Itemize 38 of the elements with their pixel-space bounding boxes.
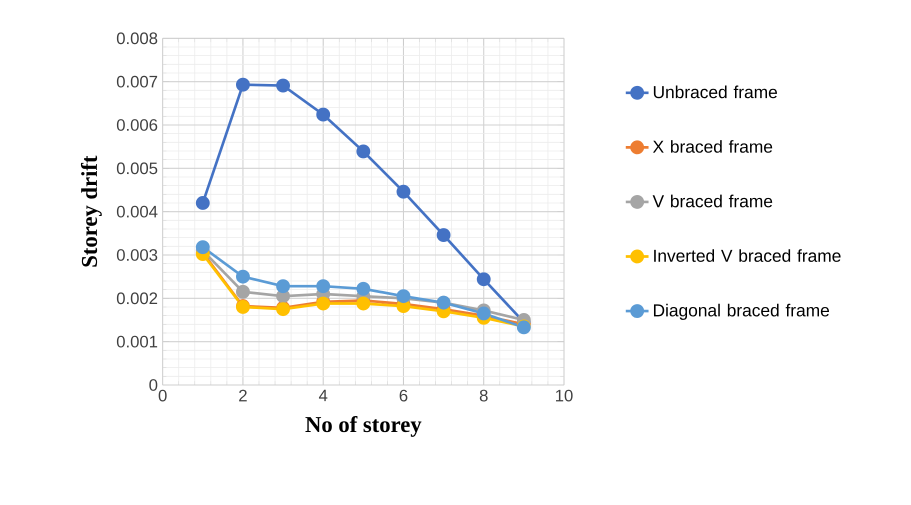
y-tick-label: 0 [149, 379, 158, 391]
y-tick-label: 0.005 [116, 162, 158, 174]
point [436, 228, 451, 242]
point [276, 279, 290, 294]
x-tick-label: 6 [400, 390, 408, 402]
point [236, 270, 250, 284]
x-tick-label: 2 [239, 390, 247, 402]
point [196, 240, 210, 254]
point [356, 144, 370, 158]
x-tick-label: 4 [318, 390, 328, 402]
legend-label: Diagonal braced frame [654, 304, 830, 320]
point [236, 78, 250, 92]
point [316, 279, 330, 294]
legend-label: Inverted V braced frame [654, 249, 841, 262]
y-axis-title: Storey drift [80, 156, 102, 267]
x-tick-label: 8 [480, 390, 488, 402]
y-tick-label: 0.001 [116, 336, 158, 348]
legend-label: X braced frame [652, 140, 772, 153]
point [476, 306, 491, 320]
legend-label: V braced frame [652, 194, 772, 208]
point [396, 184, 410, 199]
point [316, 108, 330, 122]
x-tick-label: 0 [158, 390, 167, 402]
x-tick-label: 10 [556, 390, 573, 402]
legend-label: Unbraced frame [654, 86, 777, 98]
point [356, 296, 370, 310]
y-tick-label: 0.007 [116, 76, 158, 88]
point [476, 272, 491, 286]
y-tick-label: 0.002 [116, 292, 158, 304]
y-tick-label: 0.006 [116, 119, 158, 131]
point [236, 284, 250, 299]
y-tick-label: 0.008 [116, 32, 158, 44]
point [356, 282, 370, 296]
point [196, 196, 210, 210]
y-tick-label: 0.003 [116, 249, 158, 261]
point [276, 78, 290, 92]
y-tick-label: 0.004 [116, 206, 158, 218]
x-axis-title: No of storey [305, 416, 422, 437]
